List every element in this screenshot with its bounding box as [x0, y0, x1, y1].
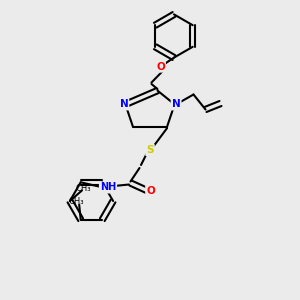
Text: NH: NH — [100, 182, 116, 193]
Text: O: O — [156, 61, 165, 72]
Text: CH₃: CH₃ — [68, 197, 84, 206]
Text: N: N — [119, 99, 128, 110]
Text: O: O — [146, 185, 155, 196]
Text: CH₃: CH₃ — [75, 184, 91, 193]
Text: S: S — [146, 145, 154, 155]
Text: N: N — [172, 99, 181, 110]
